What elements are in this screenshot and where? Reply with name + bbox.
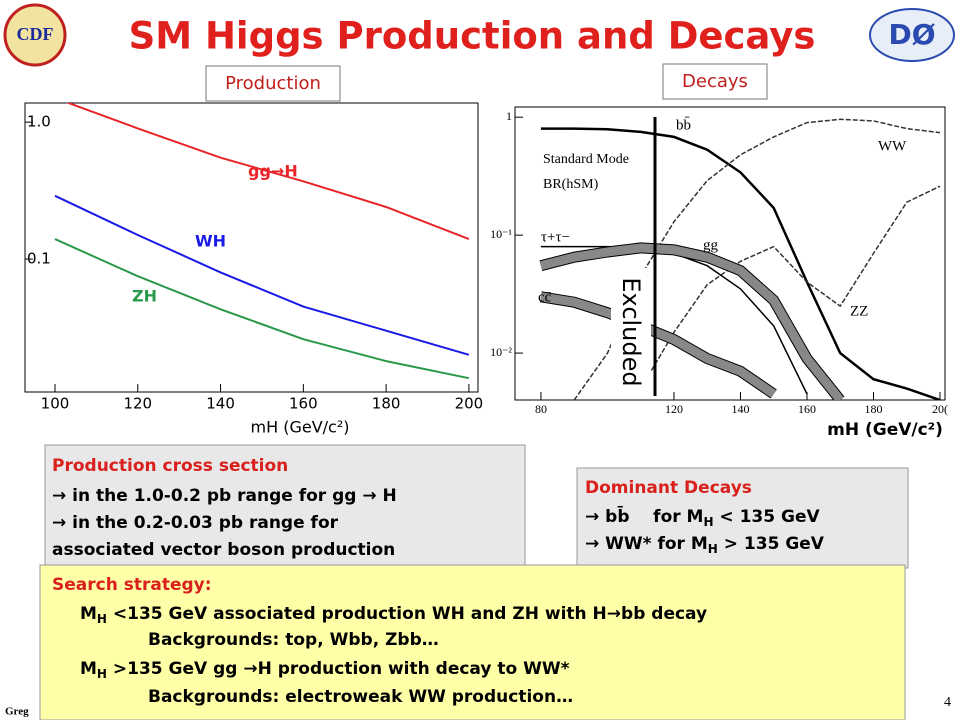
- series-label: cc̄: [538, 289, 552, 305]
- series-line: [540, 245, 808, 395]
- excluded-box: [611, 268, 651, 396]
- x-tick-label: 160: [798, 402, 816, 416]
- d0-logo-text: DØ: [888, 18, 935, 51]
- box-line: → in the 0.2-0.03 pb range for: [52, 513, 339, 533]
- plot-frame: [24, 102, 479, 393]
- series-label: ZZ: [850, 303, 868, 319]
- y-tick-label: 10⁻¹: [490, 227, 512, 241]
- box-line: → in the 1.0-0.2 pb range for gg → H: [52, 486, 397, 506]
- x-axis-label: mH (GeV/c²): [827, 420, 943, 440]
- annotation: BR(hSM): [543, 177, 599, 192]
- text: M: [80, 604, 97, 624]
- slide-title: SM Higgs Production and Decays: [129, 15, 816, 58]
- x-tick-label: 140: [206, 395, 235, 413]
- text: M: [80, 659, 97, 679]
- tab-box: [205, 65, 341, 102]
- box-title: Search strategy:: [52, 575, 212, 595]
- box-line: Backgrounds: electroweak WW production…: [148, 687, 573, 707]
- x-tick-label: 200: [455, 395, 484, 413]
- text: > 135 GeV: [718, 534, 825, 554]
- subscript: H: [97, 612, 107, 626]
- series-label: gg: [703, 237, 719, 253]
- cdf-logo-text: CDF: [17, 24, 54, 44]
- y-tick-label: 10⁻²: [490, 345, 512, 359]
- y-tick-label: 1: [506, 109, 512, 123]
- text: → bb̄ for M: [585, 505, 703, 527]
- x-tick-label: 140: [731, 402, 749, 416]
- annotation: Standard Mode: [543, 152, 629, 167]
- text: >135 GeV gg →H production with decay to …: [107, 659, 570, 679]
- series-line: [640, 185, 941, 389]
- text: <135 GeV associated production WH and ZH…: [107, 604, 707, 624]
- text: → WW* for M: [585, 534, 708, 554]
- text: < 135 GeV: [714, 507, 821, 527]
- excluded-label: Excluded: [617, 277, 645, 386]
- subscript: H: [708, 542, 718, 556]
- y-tick-label: 1.0: [27, 113, 51, 131]
- text-box: [39, 564, 906, 720]
- cdf-logo: [3, 3, 67, 67]
- box-line: MH <135 GeV associated production WH and…: [80, 604, 707, 626]
- series-line: [54, 194, 470, 356]
- series-line: [540, 127, 941, 400]
- box-title: Dominant Decays: [585, 478, 752, 498]
- d0-logo: [869, 8, 955, 62]
- x-tick-label: 180: [864, 402, 882, 416]
- page-number: 4: [944, 695, 951, 710]
- text-box: [576, 467, 909, 569]
- series-label: ZH: [132, 287, 157, 306]
- series-line: [54, 238, 470, 380]
- box-line: Backgrounds: top, Wbb, Zbb…: [148, 630, 439, 650]
- x-tick-label: 80: [535, 402, 547, 416]
- x-tick-label: 20(: [932, 402, 948, 416]
- series-line: [65, 103, 470, 241]
- tab-label: Production: [225, 73, 321, 94]
- subscript: H: [97, 667, 107, 681]
- box-line: → WW* for MH > 135 GeV: [585, 534, 825, 556]
- x-tick-label: 100: [41, 395, 70, 413]
- x-tick-label: 120: [123, 395, 152, 413]
- box-line: associated vector boson production: [52, 540, 395, 560]
- tab-label: Decays: [682, 71, 748, 92]
- x-tick-label: 160: [289, 395, 318, 413]
- box-title: Production cross section: [52, 456, 288, 476]
- x-tick-label: 180: [372, 395, 401, 413]
- series-label: WH: [195, 232, 226, 251]
- box-line: → bb̄ for MH < 135 GeV: [585, 505, 820, 529]
- x-tick-label: 120: [665, 402, 683, 416]
- series-label: gg→H: [248, 162, 298, 181]
- series-label: bb̄: [676, 117, 691, 133]
- footer-author: Greg: [5, 706, 29, 718]
- x-axis-label: mH (GeV/c²): [251, 418, 350, 437]
- tab-box: [662, 63, 768, 100]
- plot-area: [54, 103, 470, 380]
- plot-frame: [514, 106, 946, 401]
- series-line: [540, 292, 777, 398]
- text-box: [44, 444, 526, 576]
- band-edge: [540, 291, 777, 399]
- box-line: MH >135 GeV gg →H production with decay …: [80, 659, 570, 681]
- y-tick-label: 0.1: [27, 250, 51, 268]
- subscript: H: [703, 515, 713, 529]
- series-label: τ+τ−: [541, 229, 570, 245]
- series-line: [539, 243, 844, 400]
- series-label: WW: [878, 138, 907, 154]
